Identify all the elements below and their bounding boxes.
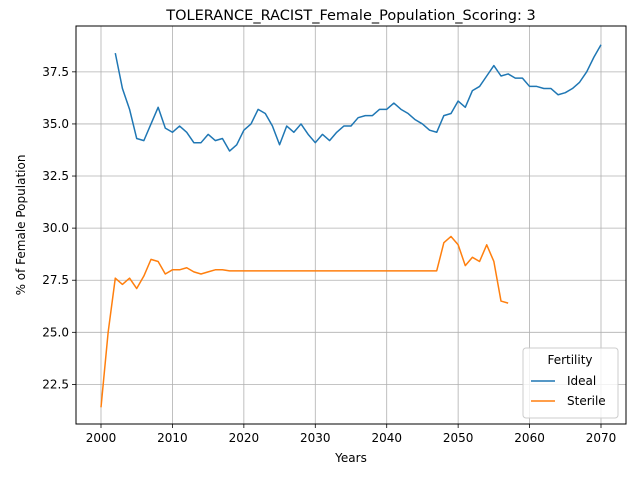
y-axis-title: % of Female Population bbox=[14, 155, 28, 296]
chart-title: TOLERANCE_RACIST_Female_Population_Scori… bbox=[165, 8, 535, 24]
series-lines bbox=[100, 44, 602, 408]
x-tick-label: 2050 bbox=[443, 431, 474, 445]
plot-frame bbox=[75, 25, 627, 425]
y-tick-label: 32.5 bbox=[42, 169, 69, 183]
grid-lines bbox=[76, 26, 626, 424]
x-tick-label: 2040 bbox=[371, 431, 402, 445]
legend: Fertility Ideal Sterile bbox=[522, 347, 619, 419]
y-tick-label: 35.0 bbox=[42, 117, 69, 131]
x-axis-ticks: 2000 2010 2020 2030 2040 2050 2060 2070 bbox=[86, 424, 617, 445]
y-tick-label: 27.5 bbox=[42, 273, 69, 287]
x-tick-label: 2030 bbox=[300, 431, 331, 445]
y-tick-label: 37.5 bbox=[42, 65, 69, 79]
y-tick-label: 25.0 bbox=[42, 325, 69, 339]
x-tick-label: 2070 bbox=[586, 431, 617, 445]
legend-title: Fertility bbox=[547, 353, 592, 367]
series-line-ideal bbox=[114, 44, 602, 152]
legend-label-ideal: Ideal bbox=[567, 374, 596, 388]
x-axis-title: Years bbox=[334, 451, 367, 465]
x-tick-label: 2000 bbox=[86, 431, 117, 445]
y-tick-label: 30.0 bbox=[42, 221, 69, 235]
x-tick-label: 2060 bbox=[514, 431, 545, 445]
series-line-sterile bbox=[100, 235, 509, 408]
x-tick-label: 2010 bbox=[157, 431, 188, 445]
x-tick-label: 2020 bbox=[229, 431, 260, 445]
y-tick-label: 22.5 bbox=[42, 377, 69, 391]
y-axis-ticks: 22.5 25.0 27.5 30.0 32.5 35.0 37.5 bbox=[42, 65, 76, 391]
legend-label-sterile: Sterile bbox=[567, 394, 606, 408]
